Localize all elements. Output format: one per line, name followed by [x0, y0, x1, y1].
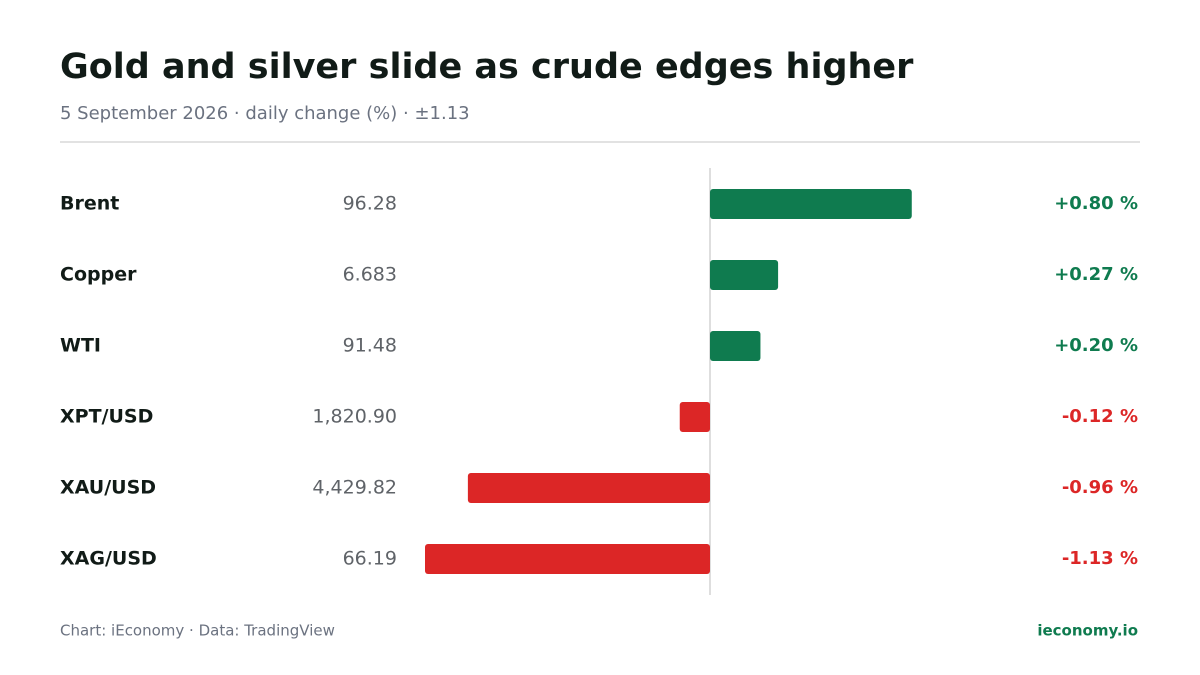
price: 66.19 [343, 548, 397, 570]
value-label: -1.13 % [1062, 548, 1138, 569]
bar [679, 402, 710, 432]
category-label: Copper [60, 264, 137, 286]
bar [425, 544, 710, 574]
bar [467, 473, 710, 503]
price: 96.28 [343, 193, 397, 215]
chart-title: Gold and silver slide as crude edges hig… [60, 47, 914, 87]
value-label: -0.12 % [1062, 406, 1138, 427]
source: Chart: iEconomy · Data: TradingView [60, 622, 335, 640]
value-label: +0.27 % [1054, 264, 1138, 285]
price: 4,429.82 [312, 477, 397, 499]
category-label: XPT/USD [60, 406, 153, 428]
category-label: XAU/USD [60, 477, 156, 499]
price: 91.48 [343, 335, 397, 357]
bar [710, 331, 761, 361]
value-label: +0.20 % [1054, 335, 1138, 356]
value-label: -0.96 % [1062, 477, 1138, 498]
brand: ieconomy.io [1037, 622, 1138, 640]
value-label: +0.80 % [1054, 193, 1138, 214]
category-label: Brent [60, 193, 119, 215]
bar [710, 189, 912, 219]
price: 6.683 [343, 264, 397, 286]
category-label: XAG/USD [60, 548, 157, 570]
price: 1,820.90 [312, 406, 397, 428]
bar [710, 260, 779, 290]
chart-subtitle: 5 September 2026 · daily change (%) · ±1… [60, 103, 470, 124]
category-label: WTI [60, 335, 101, 357]
